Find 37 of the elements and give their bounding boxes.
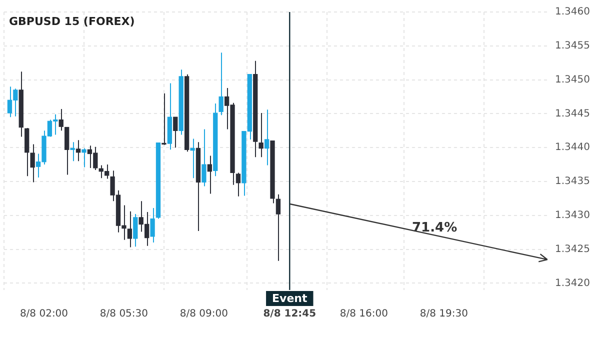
x-tick-label: 8/8 19:30	[420, 308, 468, 320]
y-tick-label: 1.3460	[555, 6, 590, 18]
y-tick-label: 1.3440	[555, 142, 590, 154]
y-tick-label: 1.3430	[555, 210, 590, 222]
candlestick	[76, 140, 81, 162]
candlestick	[207, 155, 212, 194]
candlestick	[58, 108, 64, 132]
candlestick	[133, 214, 138, 248]
x-tick-label: 8/8 02:00	[20, 308, 68, 320]
x-tick-label: 8/8 12:45	[263, 308, 316, 320]
y-tick-label: 1.3445	[555, 108, 590, 120]
candlestick	[276, 194, 281, 262]
annotation: 71.4%	[412, 220, 458, 236]
candlestick	[264, 109, 270, 166]
candlestick	[258, 112, 264, 158]
x-tick-label: 8/8 16:00	[340, 308, 388, 320]
candlestick	[202, 128, 206, 187]
x-tick-label: 8/8 05:30	[100, 308, 148, 320]
y-tick-label: 1.3425	[555, 244, 590, 255]
y-tick-label: 1.3450	[555, 74, 590, 86]
candlestick	[236, 172, 241, 197]
ref-line-label: Event	[272, 292, 308, 305]
y-tick-label: 1.3435	[555, 176, 590, 188]
chart-title: GBPUSD 15 (FOREX)	[9, 14, 135, 28]
candlestick	[127, 210, 132, 248]
candlestick	[30, 144, 35, 183]
candlestick	[64, 126, 70, 176]
candlestick	[173, 116, 178, 148]
y-tick-label: 1.3455	[555, 40, 590, 52]
x-tick-label: 8/8 09:00	[180, 308, 228, 320]
candlestick	[150, 207, 155, 244]
candlestick	[190, 138, 195, 179]
candlestick	[82, 148, 86, 168]
candlestick	[70, 142, 75, 162]
y-tick-label: 1.3420	[555, 278, 590, 289]
candlestick	[162, 92, 166, 146]
candlestick	[218, 52, 224, 116]
